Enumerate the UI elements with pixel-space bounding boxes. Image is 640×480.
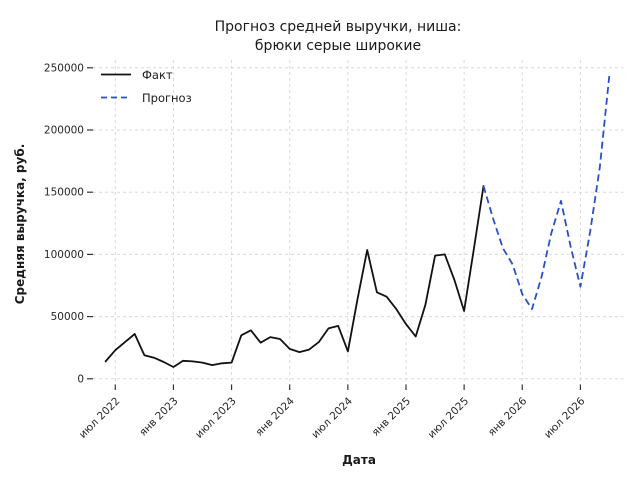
legend-label-fact: Факт (142, 68, 173, 82)
x-axis-label: Дата (342, 453, 376, 467)
y-tick-label: 150000 (44, 187, 84, 199)
y-tick-label: 200000 (44, 125, 84, 137)
x-tick-label: янв 2025 (370, 395, 413, 438)
chart-title-line2: брюки серые широкие (255, 38, 421, 54)
x-tick-label: янв 2023 (137, 395, 180, 438)
y-tick-label: 50000 (51, 311, 84, 323)
grid-layer (93, 60, 624, 385)
x-tick-label: июл 2023 (193, 395, 239, 441)
x-tick-label: июл 2026 (542, 395, 588, 441)
x-tick-label: янв 2024 (253, 395, 297, 439)
legend-label-forecast: Прогноз (142, 91, 192, 105)
series-layer (104, 73, 611, 368)
y-tick-label: 250000 (44, 62, 84, 74)
axis-layer: 0 50000 100000 150000 200000 250000 июл 2022 ян… (44, 62, 588, 440)
x-tick-label: июл 2024 (309, 395, 355, 441)
x-tick-label: янв 2026 (486, 395, 530, 439)
y-tick-label: 100000 (44, 249, 84, 261)
y-tick-label: 0 (77, 373, 84, 385)
forecast-line (482, 73, 611, 311)
legend: Факт Прогноз (101, 68, 192, 105)
x-tick-label: июл 2022 (77, 395, 123, 441)
x-tick-label: июл 2025 (426, 395, 472, 441)
chart-title-line1: Прогноз средней выручки, ниша: (215, 19, 462, 35)
y-axis-label: Средняя выручка, руб. (13, 144, 27, 305)
fact-line (104, 185, 485, 368)
